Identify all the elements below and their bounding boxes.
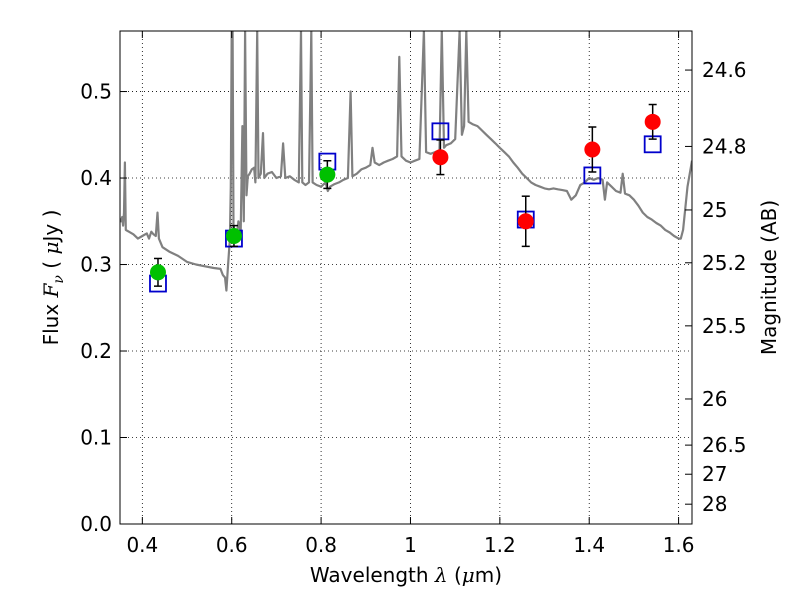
y2-tick-label: 24.6 xyxy=(702,58,747,82)
y2-tick-label: 27 xyxy=(702,462,727,486)
x-tick-label: 0.6 xyxy=(216,533,248,557)
observed-point-green xyxy=(149,264,166,281)
observed-point-green xyxy=(225,227,242,244)
x-tick-label: 1.6 xyxy=(663,533,695,557)
observed-point-red xyxy=(644,113,661,130)
observed-point-red xyxy=(432,149,449,166)
photometry-markers xyxy=(149,103,662,293)
y2-tick-label: 26.5 xyxy=(702,433,747,457)
y-tick-label: 0.1 xyxy=(80,426,112,450)
x-axis-label: Wavelength λ (μm) xyxy=(310,563,502,587)
y-tick-label: 0.2 xyxy=(80,339,112,363)
y2-tick-label: 26 xyxy=(702,387,727,411)
model-spectrum xyxy=(120,31,692,292)
y-tick-label: 0.5 xyxy=(80,80,112,104)
y-tick-label: 0.0 xyxy=(80,512,112,536)
y-tick-label: 0.3 xyxy=(80,253,112,277)
x-tick-label: 0.8 xyxy=(305,533,337,557)
observed-point-red xyxy=(584,141,601,158)
y2-tick-label: 25 xyxy=(702,198,727,222)
y2-axis-label: Magnitude (AB) xyxy=(757,200,781,355)
y-axis-label: Flux Fν ( μJy ) xyxy=(39,210,67,346)
x-tick-label: 1 xyxy=(404,533,417,557)
y2-tick-label: 24.8 xyxy=(702,134,747,158)
grid-lines xyxy=(120,31,692,525)
plot-frame xyxy=(119,30,693,525)
y2-tick-label: 25.2 xyxy=(702,251,747,275)
observed-point-green xyxy=(319,166,336,183)
x-tick-label: 0.4 xyxy=(126,533,158,557)
y2-tick-label: 25.5 xyxy=(702,314,747,338)
y2-tick-label: 28 xyxy=(702,492,727,516)
model-spectrum-line xyxy=(120,31,692,292)
observed-point-red xyxy=(517,213,534,230)
x-tick-label: 1.4 xyxy=(573,533,605,557)
axis-ticks: 0.4 0.6 0.8 1 1.2 1.4 1.6 0.0 0.1 0.2 0.3 0.4 0.5 24.… xyxy=(80,31,747,557)
x-tick-label: 1.2 xyxy=(484,533,516,557)
y-tick-label: 0.4 xyxy=(80,166,112,190)
